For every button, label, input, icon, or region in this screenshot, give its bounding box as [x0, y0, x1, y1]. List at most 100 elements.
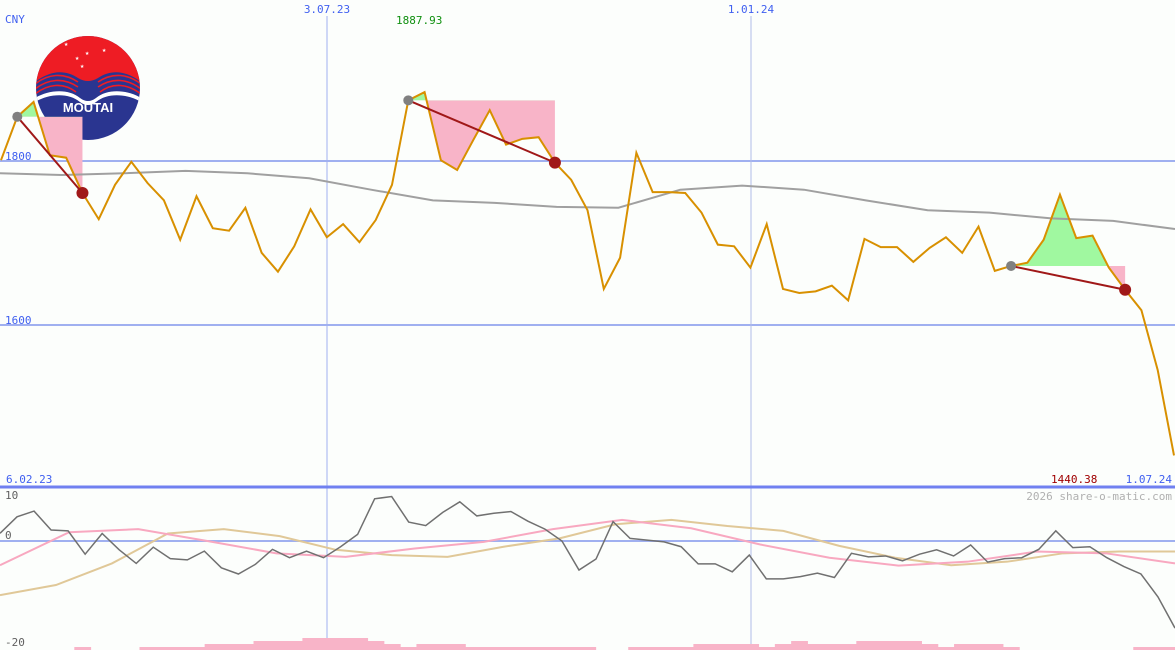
max-price-label: 1887.93 — [396, 14, 442, 27]
volume-bar — [514, 647, 531, 650]
volume-bar — [872, 641, 890, 650]
volume-bar — [628, 647, 646, 650]
volume-bar — [253, 641, 271, 650]
trade-entry-marker — [12, 111, 23, 122]
volume-bar — [758, 647, 776, 650]
trade-line — [1010, 264, 1126, 291]
volume-bar — [791, 641, 808, 650]
trade-exit-marker — [76, 186, 89, 199]
moutai-logo: ★★ ★★★ MOUTAI — [36, 36, 140, 140]
watermark: 2026 share-o-matic.com — [1026, 490, 1172, 503]
y-tick-label: 1600 — [5, 314, 32, 327]
volume-bar — [237, 644, 255, 650]
trade-entry-marker — [403, 95, 414, 106]
trade-loss-area — [1011, 265, 1126, 290]
volume-bar — [465, 647, 483, 650]
volume-bar — [530, 647, 548, 650]
volume-bar — [563, 647, 580, 650]
trade-line — [16, 116, 84, 194]
volume-bar — [1133, 647, 1151, 650]
volume-bar — [172, 647, 189, 650]
price-panel — [0, 90, 1175, 456]
volume-bar — [139, 647, 157, 650]
x-tick-label: 1.07.24 — [1126, 473, 1173, 486]
volume-bar — [840, 644, 857, 650]
volume-bar — [1002, 647, 1020, 650]
osc-tick-label: -20 — [5, 636, 25, 649]
volume-bar — [286, 641, 303, 650]
x-tick-label: 3.07.23 — [304, 3, 350, 16]
volume-bar — [986, 644, 1004, 650]
volume-bar — [774, 644, 792, 650]
volume-bar — [1149, 647, 1167, 650]
currency-label: CNY — [5, 13, 25, 26]
trade-gain-area — [17, 101, 83, 117]
volume-bar — [970, 644, 988, 650]
y-tick-label: 1800 — [5, 150, 32, 163]
volume-bar — [807, 644, 825, 650]
volume-bar — [937, 647, 955, 650]
volume-bar — [677, 647, 694, 650]
oscillator-line — [0, 495, 1175, 629]
osc-tick-label: 10 — [5, 489, 18, 502]
moving-average-line — [0, 169, 1175, 231]
volume-bar — [660, 647, 678, 650]
logo-text: MOUTAI — [63, 100, 113, 115]
volume-bar — [497, 647, 515, 650]
volume-bar — [856, 641, 874, 650]
volume-bar — [644, 647, 662, 650]
oscillator-panel — [0, 495, 1175, 650]
trade-entry-marker — [1006, 260, 1017, 271]
volume-bar — [709, 644, 727, 650]
volume-bar — [725, 644, 743, 650]
grid — [0, 16, 1175, 650]
osc-tick-label: 0 — [5, 529, 12, 542]
svg-text:★: ★ — [64, 40, 69, 48]
signal-pink-line — [0, 518, 1175, 567]
svg-text:★: ★ — [75, 54, 80, 62]
volume-bar — [546, 647, 564, 650]
volume-bar — [888, 641, 906, 650]
price-line — [0, 90, 1175, 456]
volume-bar — [693, 644, 711, 650]
labels: CNY 3.07.23 1.01.24 1887.93 1800 1600 6.… — [5, 3, 1172, 649]
volume-bar — [1165, 647, 1175, 650]
volume-bar — [742, 644, 760, 650]
x-tick-label: 6.02.23 — [6, 473, 52, 486]
volume-bar — [367, 641, 385, 650]
trade-gain-area — [408, 92, 555, 101]
trade-exit-marker — [1119, 283, 1132, 296]
svg-text:★: ★ — [102, 46, 107, 54]
volume-bar — [220, 644, 238, 650]
trade-exit-marker — [548, 156, 561, 169]
volume-bar — [954, 644, 971, 650]
trade-line — [407, 99, 556, 164]
volume-bar — [351, 638, 369, 650]
volume-bar — [188, 647, 206, 650]
volume-bar — [481, 647, 499, 650]
volume-bar — [318, 638, 336, 650]
volume-bar — [579, 647, 597, 650]
volume-bar — [905, 641, 922, 650]
volume-bar — [74, 647, 92, 650]
last-price-label: 1440.38 — [1051, 473, 1097, 486]
volume-bar — [334, 638, 352, 650]
volume-bar — [204, 644, 222, 650]
volume-bar — [432, 644, 450, 650]
svg-text:★: ★ — [80, 62, 85, 70]
svg-text:★: ★ — [85, 49, 90, 57]
volume-bar — [383, 644, 401, 650]
volume-bar — [302, 638, 320, 650]
volume-bar — [155, 647, 173, 650]
trade-gain-area — [1011, 194, 1126, 266]
volume-bar — [921, 644, 939, 650]
trade-loss-area — [408, 100, 555, 171]
volume-bar — [269, 641, 287, 650]
signal-tan-line — [0, 518, 1175, 597]
volume-bar — [400, 647, 417, 650]
x-tick-label: 1.01.24 — [728, 3, 775, 16]
volume-bar — [416, 644, 434, 650]
volume-bar — [823, 644, 841, 650]
